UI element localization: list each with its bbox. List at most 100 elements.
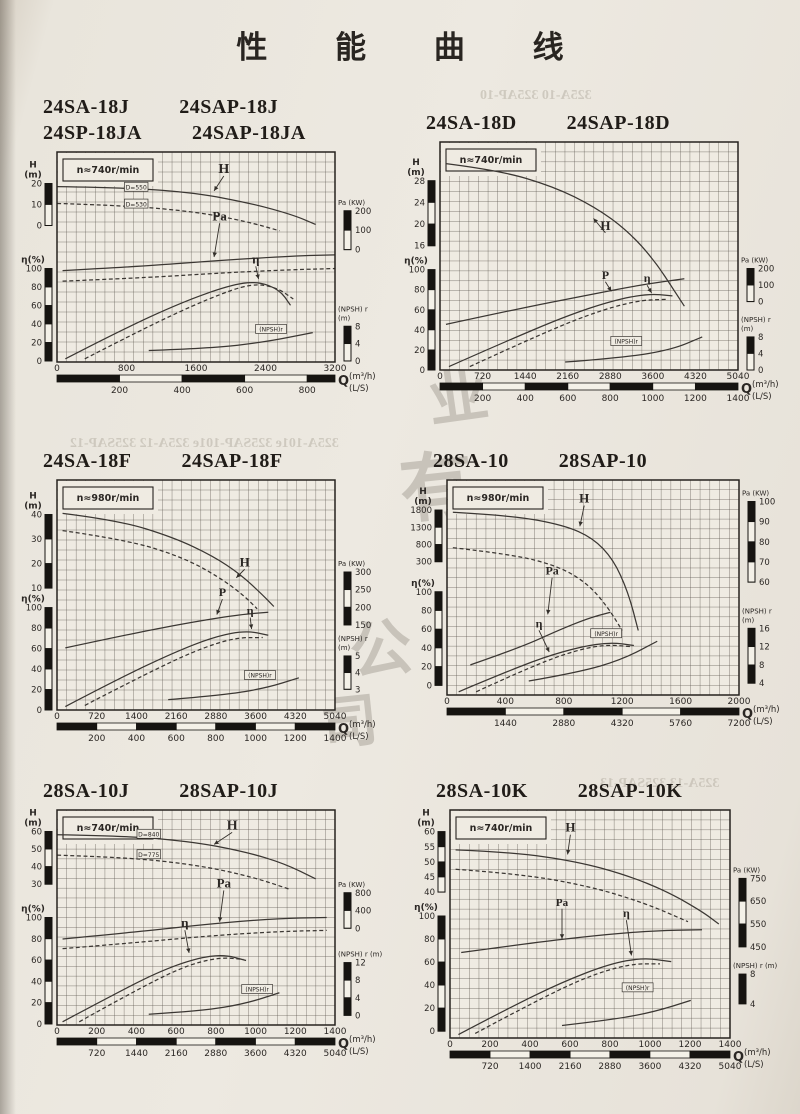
chart-panel-28SA-10J: 28SA-10J 28SAP-10J n≈740r/min H Pa η D=840 D=77…	[15, 780, 393, 1085]
svg-text:Pa (KW): Pa (KW)	[338, 881, 365, 889]
svg-text:(m³/h): (m³/h)	[349, 372, 376, 382]
curve-npsh	[168, 677, 300, 701]
svg-text:4320: 4320	[684, 372, 707, 382]
svg-text:Pa (KW): Pa (KW)	[338, 560, 365, 568]
svg-text:n≈980r/min: n≈980r/min	[77, 493, 140, 504]
svg-text:20: 20	[31, 999, 42, 1009]
svg-text:28: 28	[414, 177, 425, 187]
grid	[57, 810, 335, 1025]
pump-model-label: 24SAP-18D	[566, 112, 671, 134]
svg-text:0: 0	[758, 298, 763, 308]
axis-left: H(m)20 10 0	[24, 161, 53, 232]
svg-text:720: 720	[88, 1049, 105, 1059]
svg-text:5040: 5040	[324, 1049, 347, 1059]
svg-text:3600: 3600	[641, 372, 664, 382]
svg-text:150: 150	[355, 621, 371, 631]
curve-H	[455, 849, 720, 925]
svg-text:200: 200	[481, 1040, 498, 1050]
svg-text:(NPSH) r: (NPSH) r	[338, 635, 368, 643]
svg-text:40: 40	[31, 320, 42, 330]
curve-labels: H Pa η (NPSH)r	[556, 820, 654, 993]
speed-box: n≈740r/min	[58, 811, 158, 844]
performance-chart-svg: n≈980r/min HPaη(NPSH)rH(m)18001300800300η…	[410, 479, 780, 729]
svg-text:300: 300	[416, 558, 432, 568]
chart-panel-24SA-18J: 24SA-18J 24SAP-18J 24SP-18JA 24SAP-18JA n≈74…	[15, 96, 393, 422]
svg-text:(L/S): (L/S)	[753, 717, 773, 727]
svg-text:50: 50	[31, 845, 42, 855]
svg-text:η(%): η(%)	[404, 257, 428, 267]
svg-text:Q: Q	[338, 722, 349, 737]
svg-text:60: 60	[424, 958, 435, 968]
svg-text:3: 3	[355, 685, 360, 695]
svg-text:(m³/h): (m³/h)	[349, 1035, 376, 1045]
svg-text:720: 720	[481, 1062, 498, 1072]
svg-text:800: 800	[416, 541, 432, 551]
svg-text:H: H	[579, 491, 589, 506]
speed-box: n≈980r/min	[448, 481, 548, 514]
svg-text:600: 600	[559, 394, 576, 404]
svg-text:400: 400	[128, 1027, 145, 1037]
grid	[450, 810, 730, 1038]
svg-text:Pa: Pa	[556, 897, 569, 909]
curve-npsh	[561, 999, 691, 1027]
svg-text:50: 50	[424, 858, 435, 868]
svg-text:400: 400	[517, 394, 534, 404]
svg-text:40: 40	[414, 326, 425, 336]
svg-text:(NPSH)r: (NPSH)r	[248, 673, 272, 680]
plot-border	[446, 479, 740, 696]
curve-Pa	[461, 929, 703, 954]
svg-text:(L/S): (L/S)	[349, 732, 369, 742]
svg-text:η: η	[623, 906, 630, 920]
svg-text:8: 8	[355, 322, 360, 332]
svg-text:(m): (m)	[741, 325, 754, 333]
svg-text:Pa (KW): Pa (KW)	[742, 490, 769, 498]
curve-npsh	[148, 992, 280, 1015]
svg-text:80: 80	[31, 283, 42, 293]
pump-model-label: 24SP-18JA	[43, 122, 142, 144]
svg-text:(m³/h): (m³/h)	[753, 705, 780, 715]
svg-text:H: H	[218, 162, 229, 177]
svg-text:D=550: D=550	[126, 184, 147, 191]
svg-text:Pa (KW): Pa (KW)	[741, 257, 768, 265]
axis-right: (NPSH) r(m) 5 4 3	[338, 635, 368, 695]
svg-text:0: 0	[355, 246, 360, 256]
axis-left: η(%)100 80 60 40 20 0	[411, 579, 443, 691]
svg-text:10: 10	[31, 584, 42, 594]
pump-model-label: 24SAP-18J	[179, 96, 279, 118]
pump-model-label: 24SA-18D	[426, 112, 517, 134]
axis-right: Pa (KW)200 100 0	[741, 257, 774, 308]
svg-text:20: 20	[31, 686, 42, 696]
svg-text:(NPSH)r: (NPSH)r	[594, 631, 618, 638]
axis-right: Pa (KW)800 400 0	[338, 881, 371, 934]
axis-bottom: 0 200 400 600 800 1000 1200 1400 720 1440 2160 2880…	[54, 1027, 375, 1059]
svg-text:4320: 4320	[611, 719, 634, 729]
axis-right: (NPSH) r(m) 16 12 8 4	[742, 607, 772, 689]
svg-text:1400: 1400	[125, 712, 148, 722]
curve-eta-2	[84, 636, 263, 706]
svg-text:40: 40	[424, 981, 435, 991]
curve-npsh	[565, 336, 703, 363]
pump-model-label: 28SAP-10K	[577, 780, 683, 802]
svg-text:750: 750	[750, 874, 766, 884]
svg-text:70: 70	[759, 558, 770, 568]
svg-text:80: 80	[424, 935, 435, 945]
svg-text:100: 100	[758, 281, 774, 291]
svg-text:0: 0	[447, 1040, 453, 1050]
svg-text:720: 720	[474, 372, 491, 382]
svg-text:Q: Q	[338, 374, 349, 389]
svg-text:800: 800	[555, 697, 572, 707]
panel-title-row: 28SA-10 28SAP-10	[433, 450, 797, 473]
svg-text:60: 60	[421, 625, 432, 635]
svg-text:80: 80	[421, 607, 432, 617]
svg-text:4320: 4320	[284, 712, 307, 722]
plot-border	[56, 479, 336, 711]
axis-left: H(m)60 50 40 30	[24, 809, 53, 890]
svg-text:(NPSH) r (m): (NPSH) r (m)	[338, 951, 383, 959]
svg-text:1440: 1440	[125, 1049, 148, 1059]
curves	[455, 849, 720, 1036]
pump-model-label: 28SAP-10	[558, 450, 648, 472]
svg-text:80: 80	[414, 286, 425, 296]
svg-text:0: 0	[355, 1011, 360, 1021]
